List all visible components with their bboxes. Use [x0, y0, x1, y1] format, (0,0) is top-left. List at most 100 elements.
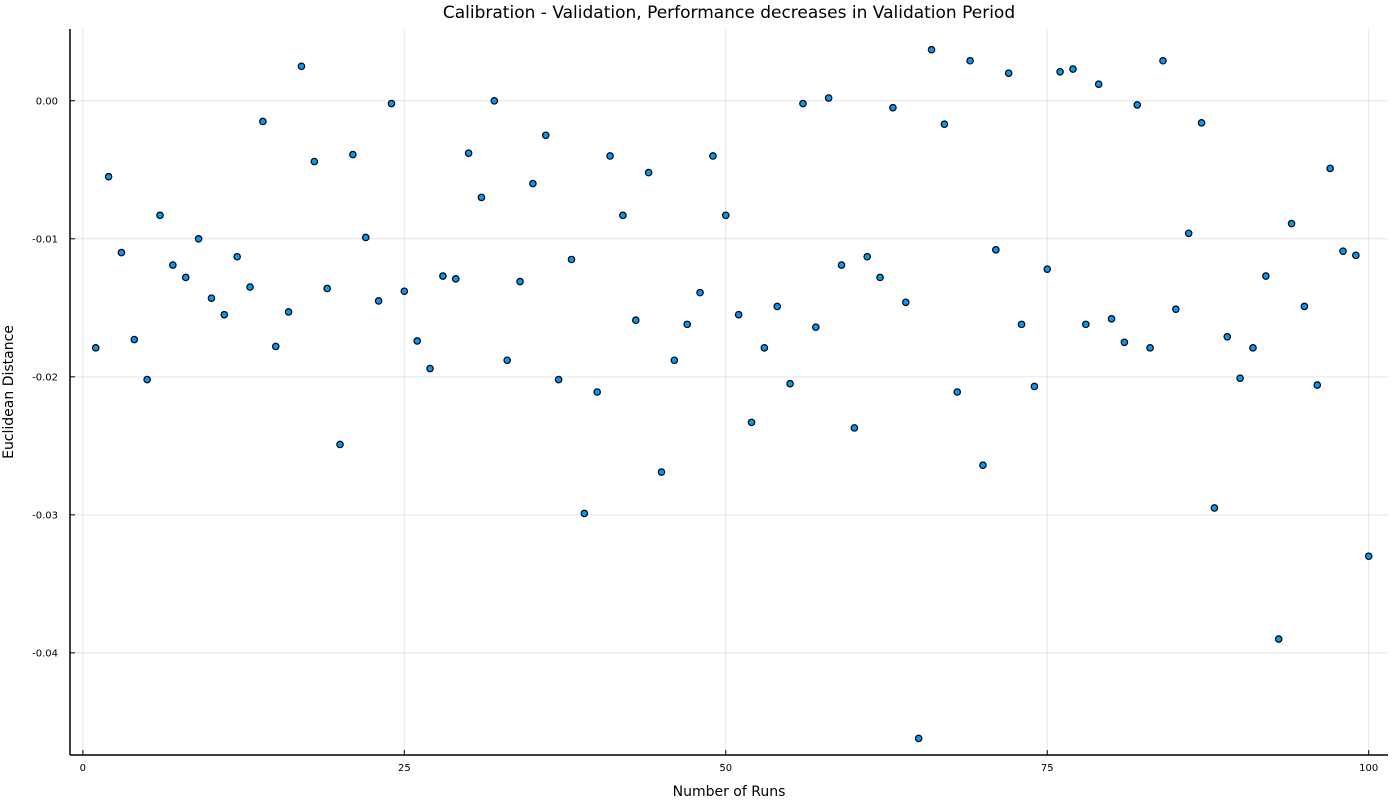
data-point — [606, 152, 614, 160]
data-point — [490, 96, 499, 105]
data-point — [1300, 302, 1309, 311]
data-point — [773, 302, 782, 311]
data-point — [156, 211, 164, 220]
data-point — [1043, 265, 1052, 273]
data-point — [709, 152, 717, 160]
data-point — [657, 468, 666, 476]
data-point — [1326, 164, 1334, 173]
data-point — [824, 94, 833, 102]
x-tick-label: 75 — [1041, 763, 1054, 774]
data-point — [567, 255, 576, 264]
data-point — [143, 375, 151, 384]
y-tick-label: -0.01 — [32, 234, 58, 245]
data-point — [734, 310, 743, 319]
data-point — [747, 418, 756, 427]
x-tick-label: 0 — [80, 763, 86, 774]
data-point — [297, 62, 306, 71]
data-point — [477, 193, 486, 202]
data-point — [194, 234, 203, 243]
data-point — [696, 288, 704, 297]
data-point — [104, 172, 113, 181]
data-point — [1107, 315, 1116, 323]
y-tick-label: 0.00 — [36, 96, 58, 107]
data-point — [387, 99, 396, 108]
data-point — [1094, 80, 1103, 89]
data-point — [1184, 229, 1193, 238]
data-point — [169, 261, 177, 269]
data-point — [1172, 305, 1180, 313]
data-point — [1274, 635, 1283, 643]
data-point — [259, 117, 267, 126]
data-point — [464, 149, 473, 158]
data-point — [246, 283, 254, 291]
data-point — [91, 344, 100, 352]
data-point — [1249, 344, 1257, 352]
data-point — [529, 179, 537, 188]
tick-labels: 0 25 50 75 100 0.00 -0.01 -0.02 -0.03 -0.04 — [32, 96, 1378, 774]
data-point — [927, 45, 936, 54]
y-tick-label: -0.03 — [32, 510, 58, 521]
x-axis-label: Number of Runs — [673, 784, 786, 800]
data-point — [503, 356, 511, 365]
data-point — [1082, 320, 1090, 329]
grid-lines — [70, 29, 1388, 755]
y-tick-label: -0.02 — [32, 372, 58, 383]
data-point — [1004, 69, 1013, 77]
data-point — [1159, 56, 1167, 65]
data-point — [953, 388, 962, 396]
data-point — [619, 211, 627, 220]
data-point — [992, 246, 1000, 254]
data-point — [863, 252, 872, 261]
data-point — [310, 157, 319, 166]
data-point — [130, 335, 139, 344]
x-tick-label: 25 — [398, 763, 411, 774]
data-point — [1236, 374, 1244, 382]
x-tick-label: 100 — [1359, 763, 1378, 774]
data-point — [400, 287, 409, 296]
data-point — [644, 168, 653, 177]
data-point — [631, 316, 640, 325]
chart-title: Calibration - Validation, Performance de… — [443, 3, 1015, 23]
axes — [69, 29, 1388, 756]
y-tick-label: -0.04 — [32, 648, 58, 659]
data-point — [1197, 119, 1206, 127]
data-point — [760, 344, 769, 352]
data-point — [914, 734, 923, 743]
data-point — [361, 233, 370, 242]
data-point — [451, 275, 460, 283]
data-point — [323, 284, 331, 293]
data-point — [1030, 382, 1039, 391]
data-point — [1069, 65, 1077, 73]
data-point — [426, 364, 434, 373]
data-point — [1146, 344, 1154, 352]
data-point — [1313, 381, 1322, 389]
data-point — [117, 248, 126, 257]
data-point — [683, 320, 692, 329]
data-point — [181, 273, 190, 282]
data-point — [271, 342, 280, 351]
data-point — [811, 323, 820, 331]
data-point — [1339, 247, 1347, 256]
data-point — [1262, 272, 1270, 280]
data-point — [889, 103, 897, 112]
data-point — [541, 131, 550, 140]
x-tick-label: 50 — [719, 763, 732, 774]
data-point — [413, 337, 421, 345]
data-point — [284, 308, 293, 316]
data-point — [349, 150, 357, 159]
data-point — [593, 388, 602, 396]
data-points — [91, 45, 1373, 743]
data-point — [979, 461, 987, 469]
data-point — [1287, 219, 1296, 228]
data-point — [837, 261, 846, 269]
data-point — [336, 440, 344, 449]
data-point — [207, 294, 216, 302]
data-point — [1364, 552, 1373, 561]
data-point — [966, 56, 974, 65]
data-point — [1120, 338, 1129, 347]
data-point — [1133, 101, 1142, 109]
data-point — [1352, 251, 1360, 260]
data-point — [374, 297, 383, 305]
data-point — [1223, 332, 1232, 341]
data-point — [876, 273, 884, 282]
